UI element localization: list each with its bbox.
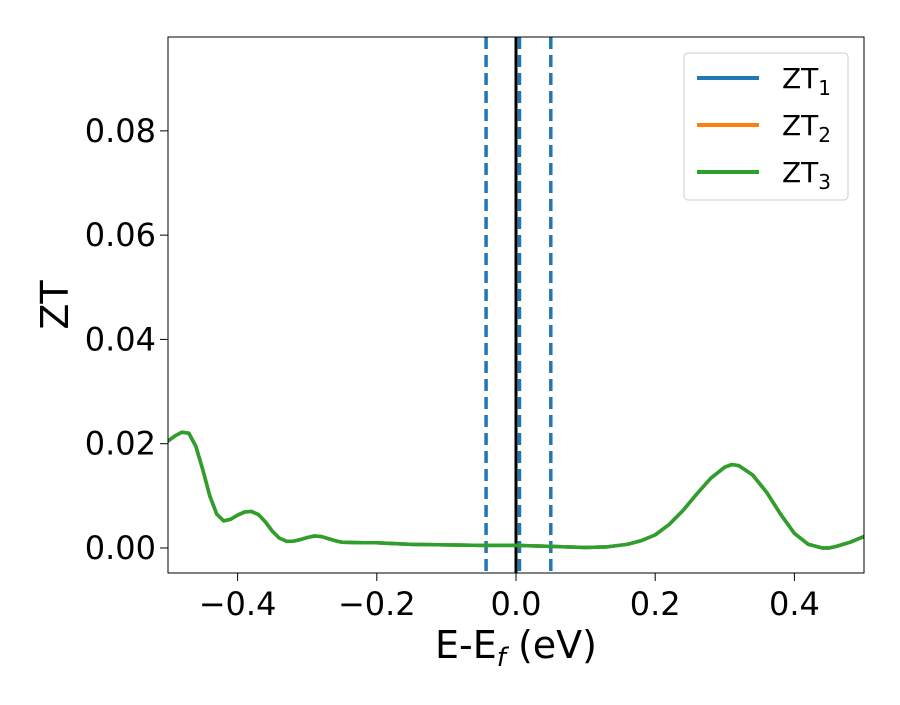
x-tick-label: −0.4: [199, 585, 277, 623]
x-axis-label-unit: (eV): [506, 623, 597, 667]
x-tick-label: 0.2: [630, 585, 681, 623]
legend-label-sub: 2: [818, 123, 831, 147]
x-tick-label: 0.0: [491, 585, 542, 623]
x-axis: −0.4 −0.2 0.0 0.2 0.4: [199, 573, 820, 623]
x-tick-label: −0.2: [338, 585, 416, 623]
legend-label-sub: 1: [818, 76, 831, 100]
y-tick-label: 0.08: [85, 112, 156, 150]
series-line-zt3: [168, 430, 864, 550]
legend-label-main: ZT: [782, 109, 819, 142]
legend-label-main: ZT: [782, 62, 819, 95]
y-tick-label: 0.04: [85, 320, 156, 358]
legend-label-zt3: ZT3: [782, 156, 831, 194]
x-tick-label: 0.4: [769, 585, 820, 623]
series-layer: [168, 430, 864, 550]
y-tick-label: 0.00: [85, 529, 156, 567]
vertical-reference-lines: [484, 37, 553, 573]
y-tick-label: 0.06: [85, 216, 156, 254]
legend-label-zt1: ZT1: [782, 62, 831, 100]
y-axis: 0.00 0.02 0.04 0.06 0.08: [85, 112, 168, 567]
legend-label-main: ZT: [782, 156, 819, 189]
y-tick-label: 0.02: [85, 425, 156, 463]
legend-label-zt2: ZT2: [782, 109, 831, 147]
legend-label-sub: 3: [818, 170, 831, 194]
legend-box: [683, 52, 849, 201]
x-axis-label-main: E-E: [435, 623, 497, 667]
y-axis-label: ZT: [33, 280, 77, 330]
x-axis-label: E-Ef (eV): [435, 623, 597, 673]
